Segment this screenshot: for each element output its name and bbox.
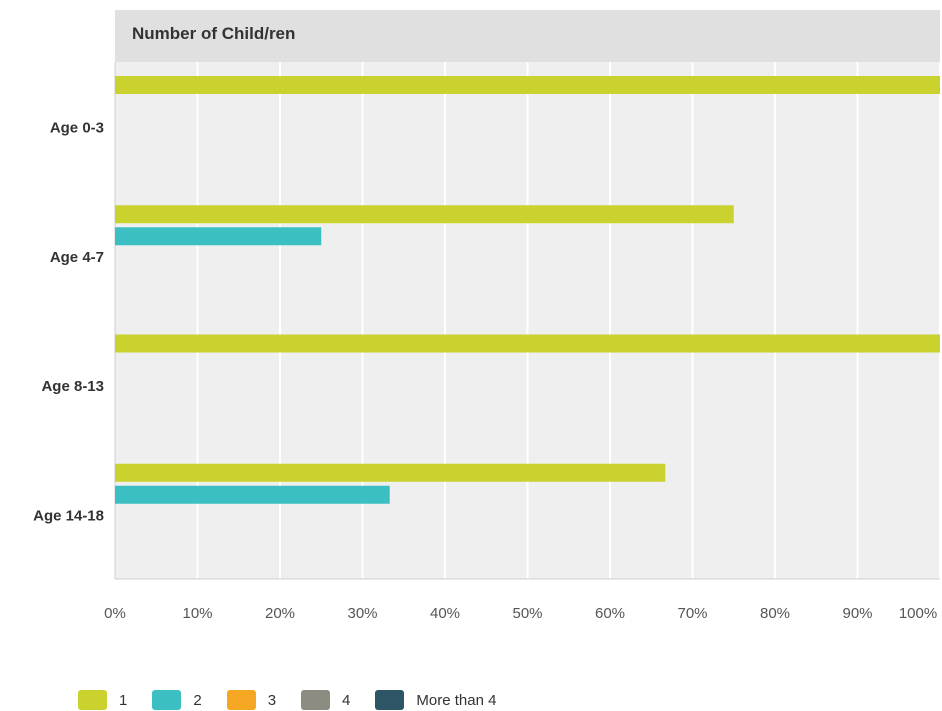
legend-swatch — [152, 690, 182, 710]
legend-label: More than 4 — [416, 691, 497, 709]
bar — [115, 76, 940, 94]
legend-item[interactable]: 1 — [78, 690, 127, 710]
legend-item[interactable]: 2 — [152, 690, 202, 710]
bar — [115, 334, 940, 353]
legend-item[interactable]: More than 4 — [375, 690, 496, 710]
legend-item[interactable]: 4 — [301, 690, 350, 710]
x-tick-label: 80% — [760, 605, 790, 622]
x-tick-label: 10% — [182, 605, 212, 622]
x-tick-label: 30% — [347, 605, 377, 622]
y-category-label: Age 14-18 — [33, 507, 104, 524]
y-category-label: Age 0-3 — [50, 120, 104, 137]
x-tick-label: 50% — [512, 605, 542, 622]
legend-swatch — [375, 690, 405, 710]
chart-header — [115, 10, 940, 62]
legend: 1 2 3 4 More than 4 — [78, 690, 521, 710]
x-tick-label: 60% — [595, 605, 625, 622]
bar — [115, 205, 734, 224]
y-category-label: Age 4-7 — [50, 249, 104, 266]
legend-label: 2 — [193, 691, 202, 709]
x-tick-label: 20% — [265, 605, 295, 622]
x-tick-label: 100% — [899, 605, 937, 622]
bar — [115, 485, 390, 504]
legend-swatch — [78, 690, 107, 710]
bar — [115, 463, 666, 482]
legend-label: 1 — [119, 691, 128, 709]
x-tick-label: 0% — [104, 605, 126, 622]
x-tick-label: 40% — [430, 605, 460, 622]
x-tick-label: 70% — [677, 605, 707, 622]
legend-item[interactable]: 3 — [226, 690, 277, 710]
legend-swatch — [301, 690, 331, 710]
x-tick-label: 90% — [842, 605, 872, 622]
bar — [115, 227, 322, 246]
legend-label: 3 — [267, 691, 277, 709]
legend-swatch — [226, 690, 256, 710]
legend-label: 4 — [342, 691, 351, 709]
chart-title: Number of Child/ren — [132, 24, 296, 43]
y-category-label: Age 8-13 — [41, 378, 104, 395]
